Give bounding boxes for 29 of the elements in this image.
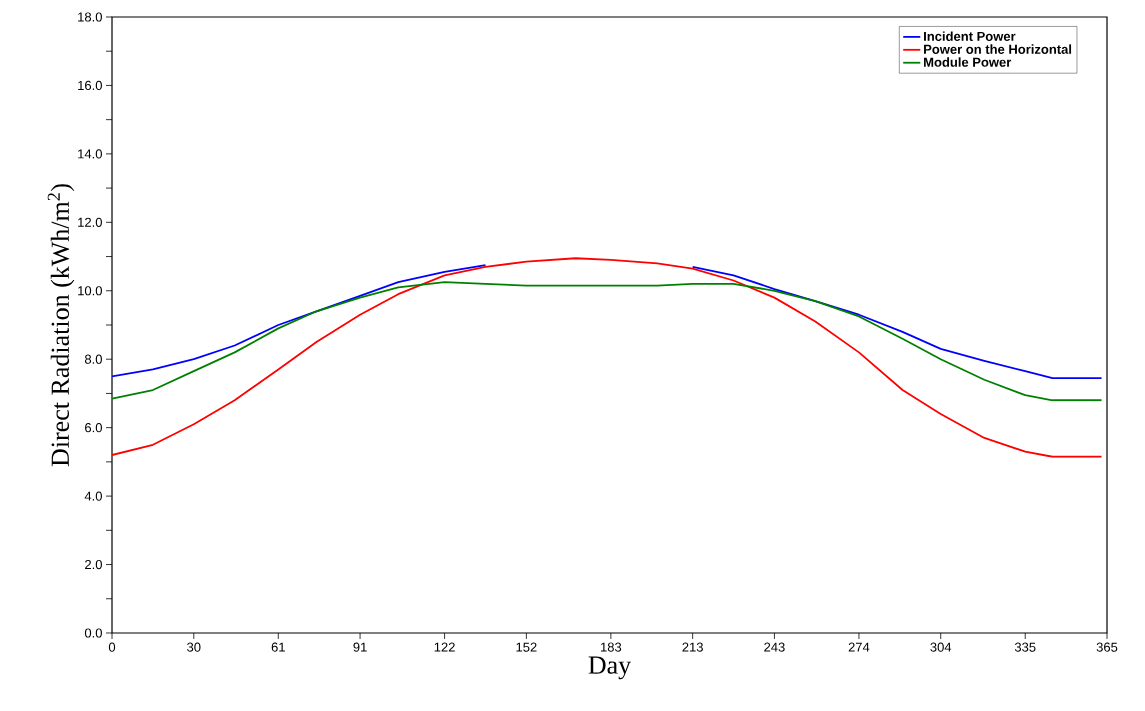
x-tick-label: 122 (434, 642, 455, 652)
y-tick-label: 8.0 (84, 354, 102, 364)
x-tick-label: 274 (848, 642, 870, 652)
x-tick-label: 0 (108, 642, 116, 652)
y-tick-label: 6.0 (85, 423, 102, 433)
y-axis-title: Direct Radiation (kWh/m$^{2}$) (47, 184, 75, 467)
x-tick-label: 183 (601, 642, 622, 652)
legend-label: Incident Power (924, 31, 1016, 41)
y-tick-label: 18.0 (78, 12, 102, 22)
y-tick-label: 12.0 (78, 217, 102, 227)
y-tick-label: 14.0 (78, 149, 102, 159)
x-tick-label: 365 (1096, 642, 1118, 652)
y-tick-label: 16.0 (78, 80, 102, 91)
y-tick-label: 2.0 (85, 559, 102, 570)
y-tick-label: 0.0 (84, 628, 102, 638)
x-tick-label: 304 (930, 642, 952, 652)
x-tick-label: 152 (516, 642, 537, 652)
x-tick-label: 61 (271, 642, 285, 652)
y-tick-label: 4.0 (84, 491, 102, 501)
x-tick-label: 91 (353, 642, 367, 652)
y-tick-label: 10.0 (78, 286, 102, 296)
x-axis-title: Day (588, 656, 632, 680)
x-tick-label: 243 (764, 642, 785, 652)
x-tick-label: 30 (187, 642, 201, 652)
line-series (112, 257, 1103, 458)
legend-label: Module Power (924, 57, 1012, 67)
x-tick-label: 335 (1014, 642, 1036, 652)
legend-label: Power on the Horizontal (924, 44, 1072, 54)
x-tick-label: 213 (682, 642, 703, 652)
